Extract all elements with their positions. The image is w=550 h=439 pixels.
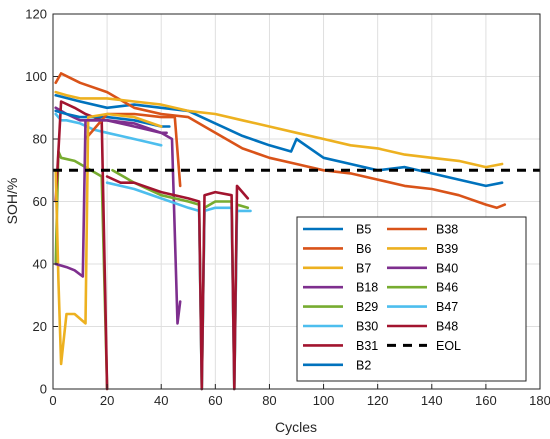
x-tick-label: 80 <box>262 393 276 408</box>
y-tick-label: 100 <box>25 69 47 84</box>
legend-label-b39: B39 <box>436 242 458 256</box>
x-tick-label: 180 <box>529 393 550 408</box>
x-tick-label: 120 <box>367 393 389 408</box>
legend-label-b7: B7 <box>356 261 371 275</box>
series-line-b5 <box>54 94 504 188</box>
legend-label-b38: B38 <box>436 223 458 237</box>
series-layer <box>54 72 507 391</box>
y-tick-label: 20 <box>33 319 47 334</box>
legend-label-b29: B29 <box>356 300 378 314</box>
series-line-b39 <box>54 112 163 366</box>
x-tick-label: 0 <box>49 393 56 408</box>
y-tick-label: 120 <box>25 7 47 22</box>
legend-label-b2: B2 <box>356 358 371 372</box>
series-line-b40 <box>54 119 168 278</box>
x-tick-label: 20 <box>100 393 114 408</box>
legend-label-b18: B18 <box>356 281 378 295</box>
legend-label-eol: EOL <box>436 339 461 353</box>
x-tick-label: 60 <box>208 393 222 408</box>
legend-label-b5: B5 <box>356 223 371 237</box>
legend-label-b6: B6 <box>356 242 371 256</box>
series-line-b6 <box>54 72 507 210</box>
series-line-b30 <box>54 112 163 147</box>
legend-box <box>296 216 527 382</box>
series-line-b31 <box>54 100 109 391</box>
y-tick-label: 0 <box>40 382 47 397</box>
y-tick-label: 60 <box>33 194 47 209</box>
legend-label-b48: B48 <box>436 320 458 334</box>
legend-label-b31: B31 <box>356 339 378 353</box>
x-tick-label: 140 <box>421 393 443 408</box>
x-axis-title: Cycles <box>275 419 317 435</box>
legend-label-b40: B40 <box>436 261 458 275</box>
legend-label-b46: B46 <box>436 281 458 295</box>
legend: B5 B6 B7 B18 B29 B30 B31 B2 B38 B39 B40 B46 B47 B48 EO… <box>296 216 527 382</box>
legend-label-b30: B30 <box>356 320 378 334</box>
series-line-b38 <box>84 112 182 188</box>
ticks: 0 20 40 60 80 100 120 140 160 180 0 20 40 60 80 100 120 <box>25 7 550 409</box>
x-tick-label: 40 <box>154 393 168 408</box>
y-axis-title: SOH/% <box>4 178 20 225</box>
y-tick-label: 40 <box>33 257 47 272</box>
series-line-b7 <box>54 90 504 169</box>
y-tick-label: 80 <box>33 132 47 147</box>
x-tick-label: 100 <box>313 393 335 408</box>
x-tick-label: 160 <box>475 393 497 408</box>
legend-label-b47: B47 <box>436 300 458 314</box>
